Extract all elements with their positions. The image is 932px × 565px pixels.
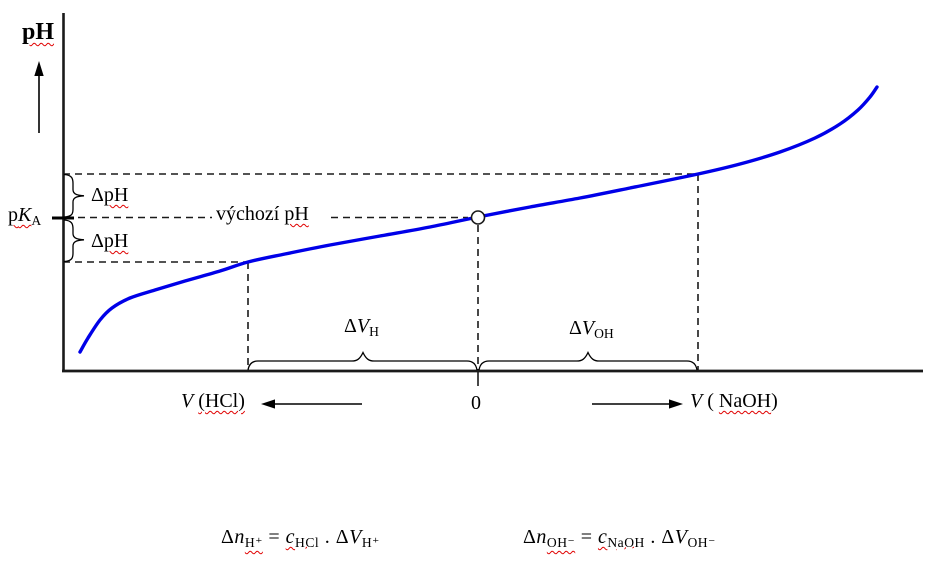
delta-v-h-delta: Δ [344,315,357,337]
delta-v-h-var: V [356,315,370,337]
eq-left-c: c [285,526,296,548]
delta-v-oh-brace [478,350,698,371]
eq-right-v: V [674,526,688,548]
pka-symbol: K [18,204,32,226]
x-right-close: ) [771,390,778,412]
x-axis-label-hcl: V (HCl) [181,390,245,413]
eq-right-c: c [597,526,608,548]
eq-left-v: V [349,526,362,548]
x-right-open: ( [702,390,719,412]
naoh-direction-arrow [592,399,683,409]
initial-ph-point [470,210,486,225]
eq-right-sub3: OH⁻ [687,534,716,550]
eq-left-sub3: H⁺ [361,534,380,550]
delta-v-oh-label: ΔVOH [569,317,614,341]
initial-ph-label: výchozí pH [216,203,309,226]
delta-v-oh-delta: Δ [569,317,582,339]
eq-left-sub1: H⁺ [244,534,263,550]
equation-hcl: ΔnH⁺ = cHCl . ΔVH⁺ [221,526,380,550]
delta-ph-lower-label: ΔpH [91,230,128,253]
x-left-chem: (HCl) [198,390,245,412]
delta-ph-lower-delta: Δ [91,230,104,252]
delta-ph-upper-label: ΔpH [91,184,128,207]
eq-left-d1: Δ [221,526,235,548]
eq-left-c-group: cHCl [285,526,320,550]
initial-ph-prefix: výchozí [216,203,285,225]
y-axis-title-text: pH [22,19,55,45]
titration-curve [78,85,879,354]
delta-ph-lower-brace [63,219,85,263]
eq-left-sub2: HCl [295,534,320,550]
equation-naoh: ΔnOH⁻ = cNaOH . ΔVOH⁻ [523,526,716,550]
eq-right-n: n [536,526,547,548]
pka-label: pKA [8,204,41,228]
delta-v-oh-sub: OH [594,325,614,341]
delta-v-h-brace [247,350,478,371]
eq-left-dot: . [319,526,336,548]
eq-left-equals: = [262,526,286,548]
eq-right-sub1: OH⁻ [546,534,576,550]
x-right-var: V [690,390,703,412]
delta-v-h-label: ΔVH [344,315,379,339]
eq-right-d1: Δ [523,526,537,548]
eq-left-d2: Δ [335,526,350,548]
eq-right-dot: . [644,526,662,548]
x-left-var: V [181,390,194,412]
eq-right-sub2: NaOH [607,534,645,550]
ph-up-arrow [34,61,44,133]
initial-ph-ph: pH [284,203,309,225]
delta-v-oh-var: V [581,317,595,339]
eq-right-equals: = [575,526,598,548]
eq-left-n: n [234,526,245,548]
hcl-direction-arrow [261,399,362,409]
y-axis-title: pH [22,19,54,47]
pka-subscript: A [31,212,42,228]
delta-ph-upper-text: pH [103,184,129,206]
origin-label: 0 [471,392,481,414]
x-axis-label-naoh: V ( NaOH) [690,390,778,413]
eq-right-d2: Δ [661,526,675,548]
x-right-chem: NaOH [718,390,772,412]
delta-v-h-sub: H [369,323,379,339]
pka-text: pKA [8,204,42,228]
delta-ph-lower-text: pH [103,230,129,252]
eq-right-c-group: cNaOH [597,526,645,550]
pka-prefix: p [8,204,18,226]
delta-ph-upper-delta: Δ [91,184,104,206]
delta-ph-upper-brace [63,173,85,218]
